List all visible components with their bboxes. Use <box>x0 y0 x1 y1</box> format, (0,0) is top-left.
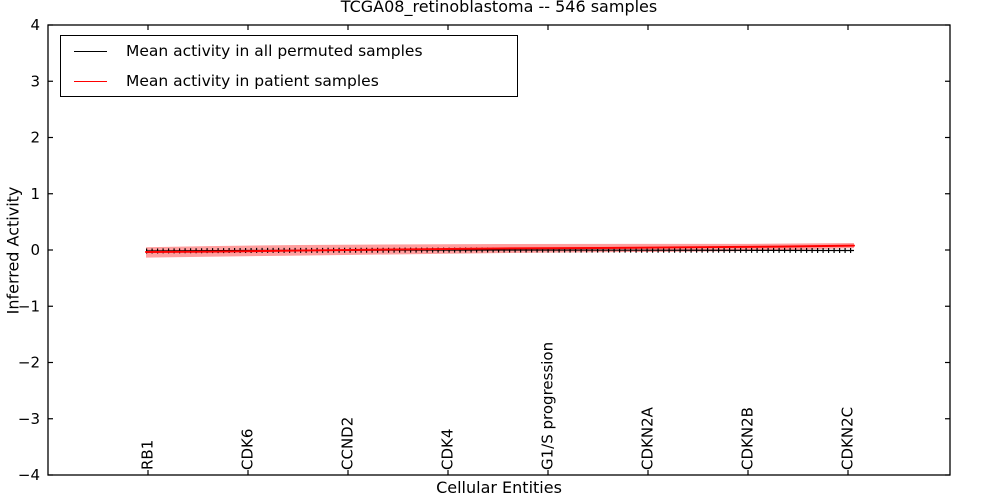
y-axis-label: Inferred Activity <box>3 186 23 315</box>
y-tick-label: −2 <box>18 354 40 372</box>
y-tick-label: 4 <box>30 16 40 34</box>
legend-label-permuted: Mean activity in all permuted samples <box>126 42 423 60</box>
x-tick-label: CDK6 <box>239 429 257 470</box>
legend-label-patient: Mean activity in patient samples <box>126 72 379 90</box>
x-tick-label: CDKN2A <box>639 406 657 470</box>
x-tick-label: RB1 <box>139 440 157 470</box>
x-tick-label: CDKN2B <box>739 407 757 470</box>
y-tick-label: −3 <box>18 410 40 428</box>
permuted-mean-markers <box>145 247 855 254</box>
x-tick-label: CDKN2C <box>839 407 857 470</box>
y-tick-label: 3 <box>30 72 40 90</box>
y-tick-label: −1 <box>18 297 40 315</box>
x-axis-label: Cellular Entities <box>436 478 562 497</box>
y-tick-label: 1 <box>30 185 40 203</box>
x-tick-label: G1/S progression <box>539 342 557 470</box>
legend-item-permuted: Mean activity in all permuted samples <box>61 36 517 66</box>
x-tick-label: CCND2 <box>339 417 357 470</box>
y-tick-label: −4 <box>18 466 40 484</box>
y-tick-label: 0 <box>30 241 40 259</box>
y-tick-label: 2 <box>30 129 40 147</box>
legend-line-red <box>74 80 107 82</box>
patient-mean-line <box>145 244 855 254</box>
legend-item-patient: Mean activity in patient samples <box>61 66 517 96</box>
legend: Mean activity in all permuted samples Me… <box>60 35 518 97</box>
chart-title: TCGA08_retinoblastoma -- 546 samples <box>340 0 658 16</box>
x-tick-label: CDK4 <box>439 429 457 470</box>
legend-line-black <box>74 50 107 52</box>
